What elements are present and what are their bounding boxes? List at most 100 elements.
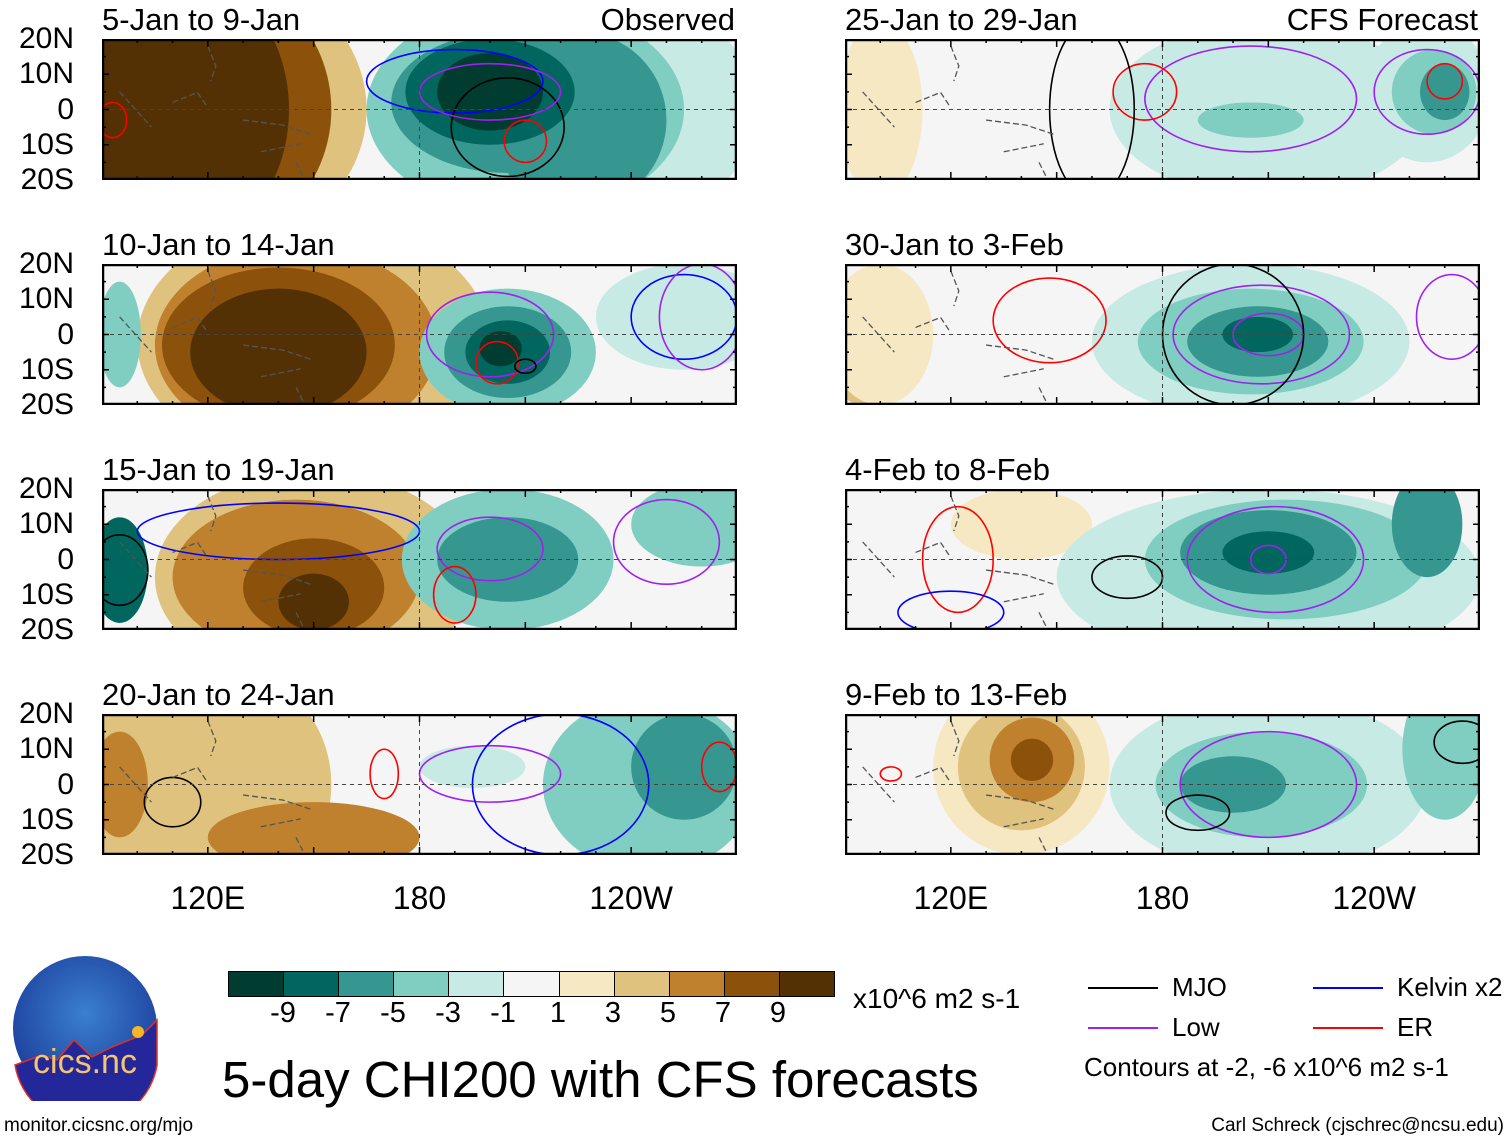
colorbar-units: x10^6 m2 s-1	[853, 983, 1021, 1014]
latitude-label: 10S	[20, 577, 74, 611]
colorbar-swatch	[449, 972, 505, 996]
map-panel	[845, 39, 1480, 180]
cicsnc-logo: cics.nc	[13, 956, 158, 1101]
longitude-label: 120W	[1332, 880, 1416, 916]
low-contour	[1144, 45, 1358, 153]
legend-label: Low	[1172, 1012, 1220, 1042]
latitude-label: 0	[57, 767, 74, 801]
anomaly-region	[1222, 531, 1315, 574]
colorbar-tick-label: -3	[435, 997, 461, 1029]
panel-title: 9-Feb to 13-Feb	[845, 677, 1068, 712]
colorbar-swatch	[284, 972, 340, 996]
latitude-label: 10S	[20, 802, 74, 836]
panel-tag: CFS Forecast	[1286, 2, 1478, 37]
anomaly-region	[845, 264, 934, 405]
colorbar	[228, 971, 835, 997]
map-panel	[102, 489, 737, 630]
legend-line-low	[1088, 1027, 1158, 1029]
legend-line-er	[1313, 1027, 1383, 1029]
er-contour	[992, 277, 1107, 364]
low-contour	[436, 516, 544, 582]
colorbar-swatch	[779, 972, 835, 996]
colorbar-swatch	[394, 972, 450, 996]
colorbar-swatch	[669, 972, 725, 996]
anomaly-region	[1402, 714, 1480, 820]
anomaly-region	[1391, 489, 1463, 578]
low-contour	[658, 264, 737, 371]
er-contour	[102, 101, 128, 139]
mjo-contour	[1433, 720, 1480, 765]
longitude-label: 120W	[589, 880, 673, 916]
longitude-label: 180	[392, 880, 447, 916]
latitude-label: 20N	[18, 22, 74, 55]
map-panel	[845, 264, 1480, 405]
map-frame	[845, 264, 1480, 405]
anomaly-region	[419, 745, 526, 789]
anomaly-region	[631, 489, 737, 567]
anomaly-region	[1420, 63, 1470, 121]
panel-title: 20-Jan to 24-Jan	[102, 677, 335, 712]
map-frame	[102, 489, 737, 630]
er-contour	[475, 340, 520, 385]
latitude-label: 20S	[20, 163, 74, 196]
mjo-contour	[513, 358, 537, 375]
er-contour	[1112, 62, 1178, 121]
longitude-label: 120E	[913, 880, 989, 916]
latitude-label: 10S	[20, 127, 74, 161]
colorbar-tick-label: -7	[325, 997, 351, 1029]
colorbar-swatch	[559, 972, 615, 996]
latitude-label: 0	[57, 542, 74, 576]
map-frame	[845, 489, 1480, 630]
map-panel	[845, 489, 1480, 630]
latitude-label: 20S	[20, 388, 74, 421]
figure-title: 5-day CHI200 with CFS forecasts	[222, 1051, 979, 1108]
colorbar-tick-label: -9	[270, 997, 296, 1029]
colorbar-swatch	[504, 972, 560, 996]
low-contour	[1186, 505, 1365, 614]
er-contour	[879, 766, 903, 782]
colorbar-tick-label: 9	[769, 997, 787, 1029]
colorbar-swatch	[229, 972, 285, 996]
panel-title: 30-Jan to 3-Feb	[845, 227, 1064, 262]
map-panel	[102, 39, 737, 180]
panel-title: 4-Feb to 8-Feb	[845, 452, 1051, 487]
low-contour	[1415, 273, 1480, 360]
map-panel	[102, 714, 737, 855]
mjo-contour	[1165, 794, 1231, 832]
latitude-label: 0	[57, 92, 74, 126]
map-frame	[845, 39, 1480, 180]
credit-text: Carl Schreck (cjschrec@ncsu.edu)	[1211, 1115, 1504, 1136]
longitude-label: 120E	[170, 880, 246, 916]
latitude-label: 10N	[18, 507, 74, 541]
latitude-label: 0	[57, 317, 74, 351]
panel-tag: Observed	[600, 2, 735, 37]
anomaly-region	[1222, 316, 1294, 353]
kelvin-contour	[897, 590, 1005, 630]
colorbar-tick-label: 3	[604, 997, 622, 1029]
er-contour	[432, 565, 477, 624]
latitude-label: 20N	[18, 247, 74, 280]
anomaly-region	[437, 517, 579, 602]
latitude-label: 20S	[20, 838, 74, 871]
logo-text: cics.nc	[33, 1043, 137, 1081]
anomaly-region	[1180, 756, 1286, 813]
mjo-contour	[102, 534, 149, 607]
latitude-label: 10S	[20, 352, 74, 386]
legend-line-kelvin	[1313, 987, 1383, 989]
panel-title: 25-Jan to 29-Jan	[845, 2, 1078, 37]
low-contour	[1179, 730, 1358, 839]
map-frame	[102, 264, 737, 405]
anomaly-region	[278, 573, 349, 630]
anomaly-region	[845, 39, 923, 180]
colorbar-swatch	[614, 972, 670, 996]
latitude-label: 10N	[18, 57, 74, 91]
colorbar-swatch	[339, 972, 395, 996]
legend-note: Contours at -2, -6 x10^6 m2 s-1	[1084, 1052, 1449, 1082]
mjo-contour	[143, 776, 202, 828]
low-contour	[418, 62, 562, 121]
map-frame	[102, 714, 737, 855]
colorbar-tick-label: 1	[549, 997, 567, 1029]
map-frame	[845, 714, 1480, 855]
er-contour	[1426, 62, 1464, 100]
